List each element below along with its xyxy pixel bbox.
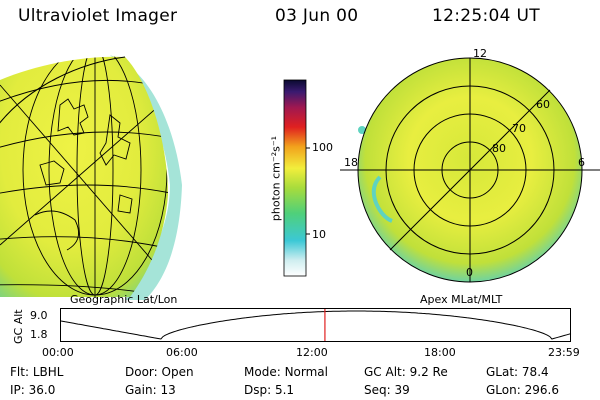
mlat-label-70: 70 <box>512 122 526 135</box>
info-gc-alt: GC Alt: 9.2 Re <box>364 365 448 379</box>
mlt-label-18: 18 <box>344 156 358 169</box>
altitude-tick-low: 1.8 <box>30 328 48 341</box>
time-tick-2359: 23:59 <box>548 346 580 359</box>
geo-caption: Geographic Lat/Lon <box>70 293 178 306</box>
info-glat: GLat: 78.4 <box>486 365 549 379</box>
altitude-tick-high: 9.0 <box>30 309 48 322</box>
colorbar-tick-100: 100 <box>312 141 333 154</box>
mlat-label-60: 60 <box>536 98 550 111</box>
time-tick-1200: 12:00 <box>296 346 328 359</box>
observation-date: 03 Jun 00 <box>275 6 359 26</box>
info-dsp: Dsp: 5.1 <box>244 383 295 397</box>
altitude-plot <box>60 308 572 342</box>
mlt-label-0: 0 <box>466 266 473 279</box>
time-tick-1800: 18:00 <box>424 346 456 359</box>
mlt-label-6: 6 <box>578 156 585 169</box>
colorbar-label: photon cm⁻²s⁻¹ <box>269 135 283 222</box>
instrument-title: Ultraviolet Imager <box>18 6 178 26</box>
info-mode: Mode: Normal <box>244 365 328 379</box>
polar-image <box>340 57 600 283</box>
info-ip: IP: 36.0 <box>10 383 56 397</box>
info-flt: Flt: LBHL <box>10 365 64 379</box>
info-seq: Seq: 39 <box>364 383 410 397</box>
time-tick-0600: 06:00 <box>166 346 198 359</box>
polar-caption: Apex MLat/MLT <box>420 293 503 306</box>
geographic-image <box>0 55 182 300</box>
info-gain: Gain: 13 <box>125 383 176 397</box>
info-door: Door: Open <box>125 365 194 379</box>
altitude-axis-label: GC Alt <box>12 309 25 344</box>
time-tick-0000: 00:00 <box>42 346 74 359</box>
mlat-label-80: 80 <box>492 142 506 155</box>
colorbar <box>283 79 310 277</box>
colorbar-tick-10: 10 <box>312 228 326 241</box>
mlt-label-12: 12 <box>473 47 487 60</box>
observation-time: 12:25:04 UT <box>432 6 540 26</box>
info-glon: GLon: 296.6 <box>486 383 559 397</box>
